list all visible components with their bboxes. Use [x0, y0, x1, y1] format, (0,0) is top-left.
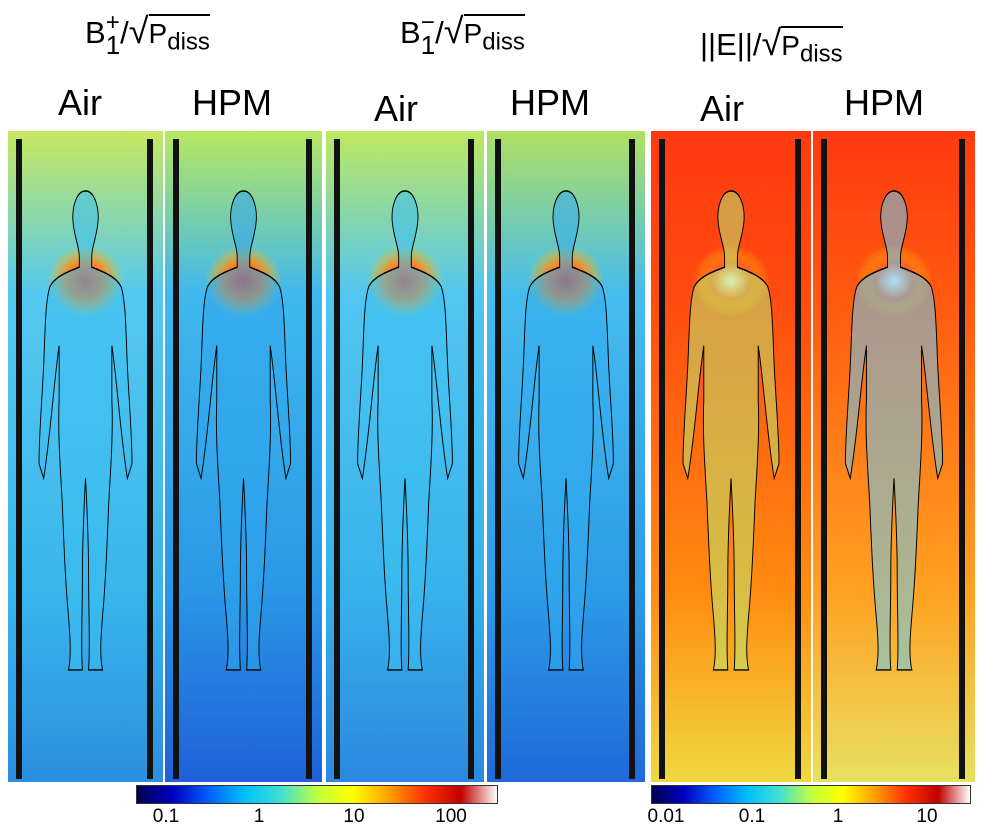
- title-sub: 1: [105, 29, 121, 60]
- coil-rod-left: [334, 139, 340, 779]
- coil-rod-right: [959, 139, 965, 779]
- coil-rod-left: [16, 139, 22, 779]
- denom-main: P: [463, 18, 483, 49]
- title-symbol: ||E||: [700, 27, 753, 62]
- column-label-air-3: Air: [700, 88, 744, 129]
- body-outline: [195, 190, 292, 671]
- title-slash: /: [752, 27, 762, 62]
- colorbar-e-tick: 1: [832, 806, 844, 827]
- sqrt-denominator: √Pdiss: [128, 10, 210, 56]
- title-sup: +: [105, 9, 120, 37]
- title-sub: 1: [420, 29, 436, 60]
- column-label-air-2: Air: [374, 88, 418, 129]
- body-outline: [38, 190, 133, 671]
- field-map-b1-minus-air: [326, 131, 484, 782]
- denom-sub: diss: [167, 28, 210, 56]
- body-outline: [682, 190, 780, 671]
- title-symbol: B: [85, 15, 106, 50]
- coil-rod-right: [147, 139, 153, 779]
- sqrt-denominator: √Pdiss: [761, 22, 843, 68]
- denom-sub: diss: [482, 28, 525, 56]
- field-map-svg: [326, 131, 484, 782]
- group-title-b1-plus: B + 1 /√Pdiss: [85, 10, 210, 76]
- group-title-e-norm: ||E||/√Pdiss: [700, 22, 843, 88]
- body-outline: [844, 190, 944, 671]
- title-symbol: B: [400, 15, 421, 50]
- colorbar-b1-tick: 10: [343, 806, 365, 827]
- column-label-hpm-2: HPM: [510, 82, 590, 123]
- coil-rod-right: [306, 139, 312, 779]
- coil-rod-left: [173, 139, 179, 779]
- denom-main: P: [781, 30, 800, 61]
- colorbar-e: [651, 785, 971, 804]
- colorbar-e-tick: 0.01: [647, 806, 685, 827]
- field-map-svg: [651, 131, 811, 782]
- column-label-air-1: Air: [58, 82, 102, 123]
- coil-rod-right: [468, 139, 474, 779]
- title-slash: /: [120, 15, 129, 50]
- denom-sub: diss: [799, 40, 843, 68]
- colorbar-b1-tick: 0.1: [152, 806, 180, 827]
- group-title-b1-minus: B − 1 /√Pdiss: [400, 10, 525, 76]
- coil-rod-left: [495, 139, 501, 779]
- coil-rod-left: [659, 139, 665, 779]
- field-map-e-hpm: [813, 131, 975, 782]
- field-map-b1-plus-hpm: [165, 131, 322, 782]
- title-sup: −: [420, 9, 435, 37]
- sqrt-denominator: √Pdiss: [443, 10, 525, 56]
- column-label-hpm-1: HPM: [192, 82, 272, 123]
- body-outline: [357, 190, 453, 671]
- denom-main: P: [148, 18, 168, 49]
- body-outline: [518, 190, 614, 671]
- field-map-b1-plus-air: [8, 131, 163, 782]
- field-map-svg: [8, 131, 163, 782]
- colorbar-e-tick: 0.1: [738, 806, 766, 827]
- colorbar-e-tick: 10: [916, 806, 938, 827]
- column-label-hpm-3: HPM: [844, 82, 924, 123]
- coil-rod-right: [629, 139, 635, 779]
- field-map-svg: [813, 131, 975, 782]
- coil-rod-left: [821, 139, 827, 779]
- field-map-svg: [165, 131, 322, 782]
- colorbar-b1-tick: 1: [253, 806, 265, 827]
- field-map-e-air: [651, 131, 811, 782]
- field-map-b1-minus-hpm: [487, 131, 645, 782]
- coil-rod-right: [795, 139, 801, 779]
- colorbar-b1: [136, 785, 498, 804]
- field-map-svg: [487, 131, 645, 782]
- colorbar-b1-tick: 100: [435, 806, 467, 827]
- title-slash: /: [435, 15, 444, 50]
